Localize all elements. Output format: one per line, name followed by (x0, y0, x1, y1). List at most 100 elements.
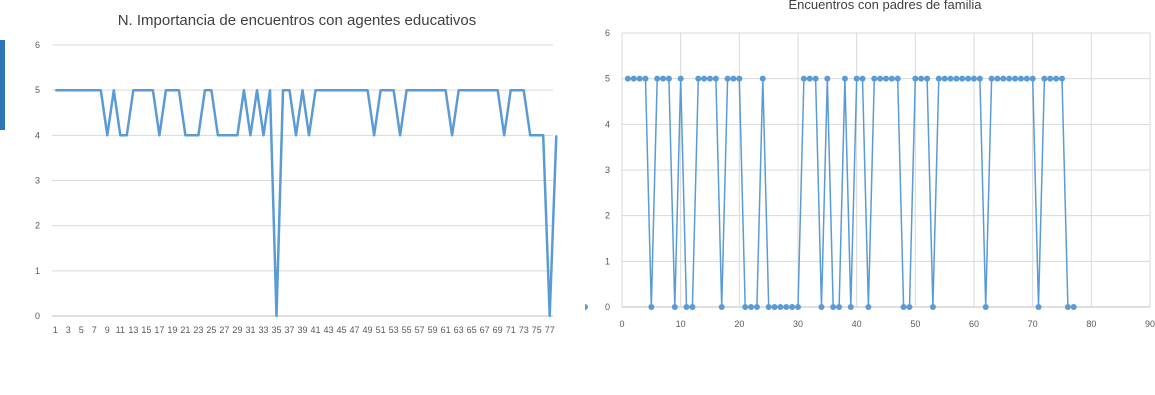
data-point (971, 75, 977, 82)
data-point (724, 75, 731, 82)
data-point (1064, 304, 1071, 310)
data-point (877, 75, 884, 82)
data-point (1017, 75, 1024, 82)
y-tick-label: 2 (35, 221, 40, 231)
x-tick-label: 11 (116, 325, 125, 335)
y-tick-label: 1 (35, 266, 40, 276)
x-tick-label: 67 (480, 325, 490, 335)
data-point (795, 304, 801, 310)
x-tick-label: 27 (219, 325, 229, 335)
data-point (582, 304, 588, 310)
x-tick-label: 0 (619, 319, 624, 329)
x-tick-label: 80 (1086, 319, 1096, 329)
x-tick-label: 69 (493, 325, 503, 335)
data-point (894, 75, 901, 82)
data-point (1035, 304, 1042, 310)
x-tick-label: 63 (454, 325, 464, 335)
data-point (812, 75, 819, 82)
data-point (836, 304, 843, 310)
y-tick-label: 6 (605, 28, 610, 38)
data-point (701, 75, 708, 82)
data-point (642, 75, 649, 82)
data-point (689, 304, 696, 310)
x-tick-label: 15 (141, 325, 151, 335)
x-tick-label: 25 (206, 325, 216, 335)
data-point (1047, 75, 1054, 82)
data-point (824, 75, 831, 82)
data-point (883, 75, 889, 82)
data-point (1023, 75, 1030, 82)
x-tick-label: 55 (402, 325, 412, 335)
data-point (982, 304, 989, 310)
x-tick-label: 59 (428, 325, 438, 335)
data-point (630, 75, 637, 82)
x-tick-label: 60 (969, 319, 979, 329)
x-tick-label: 20 (734, 319, 744, 329)
data-point (1041, 75, 1048, 82)
x-tick-label: 71 (506, 325, 516, 335)
data-point (624, 75, 631, 82)
data-point (918, 75, 925, 82)
x-tick-label: 51 (376, 325, 386, 335)
y-tick-label: 3 (35, 176, 40, 186)
x-tick-label: 61 (441, 325, 451, 335)
data-point (648, 304, 655, 310)
series-line (55, 88, 558, 318)
y-tick-label: 4 (605, 119, 610, 129)
data-point (1000, 75, 1007, 82)
x-tick-label: 75 (532, 325, 542, 335)
data-point (994, 75, 1001, 82)
x-tick-label: 21 (180, 325, 190, 335)
data-point (888, 75, 895, 82)
data-point (665, 75, 672, 82)
x-tick-label: 40 (852, 319, 862, 329)
x-tick-label: 73 (519, 325, 529, 335)
x-tick-label: 41 (311, 325, 321, 335)
data-point (865, 304, 872, 310)
x-tick-label: 47 (350, 325, 360, 335)
data-point (806, 75, 813, 82)
data-point (800, 75, 807, 82)
x-tick-label: 13 (128, 325, 138, 335)
data-point (976, 75, 983, 82)
data-point (707, 75, 713, 82)
data-point (1059, 75, 1065, 82)
data-point (1053, 75, 1060, 82)
data-point (847, 304, 854, 310)
x-tick-label: 70 (1028, 319, 1038, 329)
x-tick-label: 9 (105, 325, 110, 335)
data-point (789, 304, 796, 310)
x-tick-label: 50 (910, 319, 920, 329)
data-point (912, 75, 919, 82)
chart-encuentros-padres: Encuentros con padres de familia 0 1 2 3 4 5 6… (582, 0, 1155, 390)
x-tick-label: 30 (793, 319, 803, 329)
chart-left-svg: N. Importancia de encuentros con agentes… (35, 12, 558, 335)
x-tick-label: 31 (245, 325, 255, 335)
data-point (736, 75, 743, 82)
y-tick-label: 6 (35, 40, 40, 50)
data-point (753, 304, 760, 310)
chart-title: Encuentros con padres de familia (789, 0, 983, 12)
data-point (695, 75, 702, 82)
x-tick-label: 77 (545, 325, 555, 335)
data-point (924, 75, 931, 82)
data-point (712, 75, 719, 82)
x-tick-label: 1 (53, 325, 58, 335)
data-point (748, 304, 755, 310)
y-tick-label: 5 (605, 74, 610, 84)
data-point (636, 75, 643, 82)
x-tick-label: 45 (337, 325, 347, 335)
y-tick-label: 4 (35, 130, 40, 140)
data-point (818, 304, 825, 310)
data-point (1029, 75, 1036, 82)
data-point (900, 304, 907, 310)
data-point (853, 75, 860, 82)
data-point (759, 75, 766, 82)
x-tick-label: 19 (167, 325, 177, 335)
data-point (929, 304, 936, 310)
data-point (941, 75, 948, 82)
data-point (935, 75, 942, 82)
data-point (654, 75, 661, 82)
chart-right-svg: Encuentros con padres de familia 0 1 2 3 4 5 6… (582, 0, 1155, 329)
x-tick-label: 37 (284, 325, 294, 335)
